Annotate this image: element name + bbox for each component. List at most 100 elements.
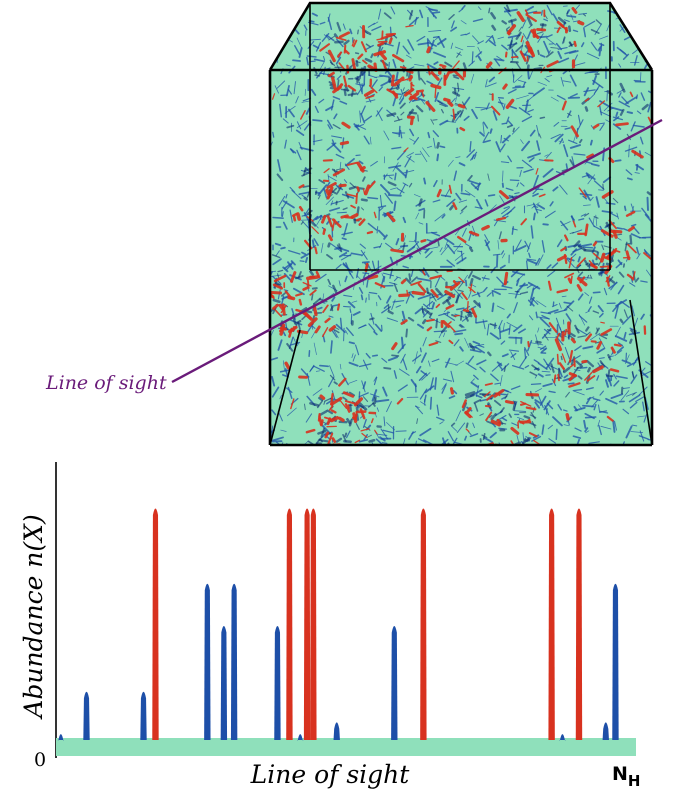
filament-stroke	[336, 168, 344, 171]
filament-stroke	[383, 416, 386, 427]
filament-stroke	[507, 155, 512, 163]
filament-stroke	[623, 205, 627, 212]
filament-stroke	[563, 144, 569, 158]
filament-stroke	[387, 77, 392, 81]
filament-stroke	[618, 100, 630, 108]
y-origin-label: 0	[34, 749, 46, 771]
filament-stroke	[468, 180, 481, 186]
filament-stroke	[318, 98, 325, 104]
filament-stroke	[584, 97, 590, 102]
filament-stroke	[305, 428, 316, 434]
filament-stroke	[314, 325, 321, 334]
filament-stroke	[570, 275, 573, 285]
filament-stroke	[525, 260, 529, 270]
filament-stroke	[641, 207, 650, 219]
filament-stroke	[422, 147, 430, 158]
filament-stroke	[593, 180, 605, 190]
filament-stroke	[293, 81, 296, 95]
filament-stroke	[597, 45, 603, 52]
filament-stroke	[382, 386, 388, 397]
filament-stroke	[585, 396, 591, 405]
filament-stroke	[557, 404, 563, 411]
filament-stroke	[557, 47, 568, 50]
filament-stroke	[526, 284, 533, 289]
filament-stroke	[556, 26, 561, 34]
filament-stroke	[435, 287, 443, 297]
filament-stroke	[444, 290, 456, 298]
filament-stroke	[387, 356, 398, 362]
filament-stroke	[319, 438, 323, 443]
filament-stroke	[361, 380, 366, 393]
filament-stroke	[631, 149, 644, 159]
filament-stroke	[470, 307, 478, 318]
filament-stroke	[355, 406, 359, 413]
filament-stroke	[358, 402, 368, 411]
filament-stroke	[584, 427, 589, 433]
filament-stroke	[304, 88, 306, 96]
filament-stroke	[384, 192, 393, 204]
filament-stroke	[497, 101, 504, 105]
filament-stroke	[443, 237, 455, 246]
filament-stroke	[405, 24, 414, 28]
filament-stroke	[351, 300, 358, 303]
filament-stroke	[471, 154, 475, 160]
filament-stroke	[558, 362, 566, 371]
filament-stroke	[453, 339, 460, 347]
filament-stroke	[580, 213, 587, 217]
filament-stroke	[490, 12, 497, 20]
filament-stroke	[459, 211, 464, 215]
filament-stroke	[422, 319, 427, 325]
filament-stroke	[329, 59, 334, 65]
filament-stroke	[378, 51, 387, 61]
filament-stroke	[613, 373, 617, 380]
filament-stroke	[587, 366, 591, 373]
filament-stroke	[471, 378, 475, 383]
filament-stroke	[286, 342, 294, 352]
filament-stroke	[322, 304, 329, 314]
filament-stroke	[287, 261, 294, 270]
filament-stroke	[302, 281, 312, 287]
filament-stroke	[535, 168, 539, 175]
peak-red-0	[152, 508, 159, 740]
filament-stroke	[405, 328, 408, 338]
filament-stroke	[590, 263, 598, 270]
filament-stroke	[587, 306, 592, 312]
filament-stroke	[615, 122, 629, 127]
filament-stroke	[569, 144, 581, 149]
filament-stroke	[600, 321, 605, 324]
filament-stroke	[520, 400, 532, 407]
filament-stroke	[471, 51, 474, 64]
filament-stroke	[436, 153, 440, 162]
filament-stroke	[455, 410, 462, 422]
filament-stroke	[460, 205, 468, 212]
filament-stroke	[550, 133, 561, 140]
filament-stroke	[507, 88, 517, 94]
filament-stroke	[596, 340, 603, 350]
filament-stroke	[517, 416, 525, 421]
filament-stroke	[554, 133, 564, 143]
filament-stroke	[348, 185, 357, 190]
filament-stroke	[287, 295, 296, 301]
filament-stroke	[432, 199, 441, 203]
filament-stroke	[331, 139, 336, 145]
filament-stroke	[414, 64, 425, 67]
filament-stroke	[501, 122, 507, 125]
filament-stroke	[309, 38, 321, 41]
filament-stroke	[335, 263, 342, 270]
filament-stroke	[632, 424, 638, 427]
filament-stroke	[586, 359, 595, 368]
filament-stroke	[399, 66, 407, 69]
filament-stroke	[291, 189, 302, 200]
filament-stroke	[498, 364, 503, 371]
filament-stroke	[440, 325, 448, 334]
filament-stroke	[559, 184, 568, 195]
filament-stroke	[422, 336, 427, 347]
abundance-chart: 0 Abundance n(X) Line of sight NH	[19, 462, 640, 790]
filament-stroke	[324, 317, 331, 324]
filament-stroke	[541, 370, 551, 373]
filament-stroke	[390, 74, 395, 87]
filament-stroke	[415, 365, 422, 374]
filament-stroke	[531, 202, 540, 209]
filament-stroke	[532, 212, 536, 221]
filament-stroke	[347, 84, 357, 92]
